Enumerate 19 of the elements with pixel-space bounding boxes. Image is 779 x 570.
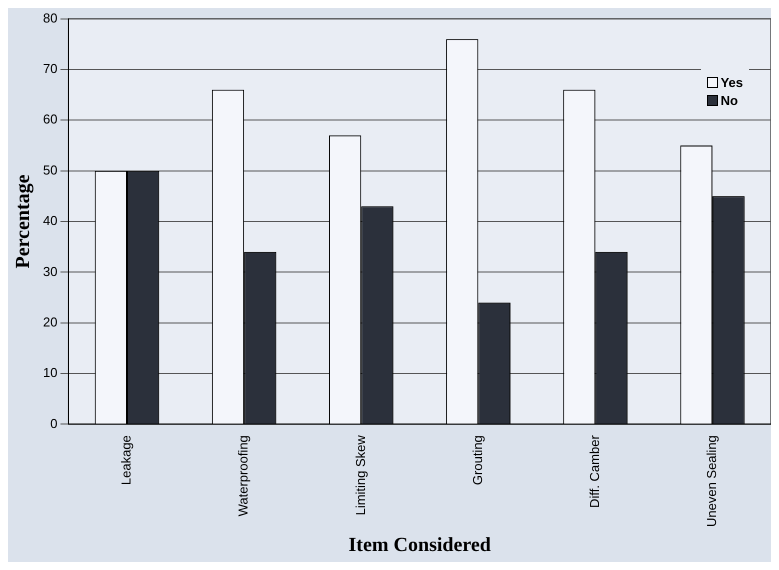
x-tick-label: Waterproofing (236, 435, 251, 516)
x-tick-label: Diff. Camber (586, 434, 602, 508)
y-tick-label: 20 (42, 314, 58, 330)
y-tick-label: 40 (42, 213, 58, 228)
text: Yes (720, 75, 743, 90)
legend-label: No (720, 93, 738, 108)
x-tick-label: Uneven Sealing (704, 435, 720, 528)
x-axis-title: Item Considered (348, 534, 491, 556)
y-tick-label: 10 (42, 365, 58, 380)
y-axis-title: Percentage (12, 174, 34, 269)
y-tick-label: 30 (42, 264, 58, 279)
y-tick-label: 60 (42, 112, 58, 127)
y-tick-label: 50 (42, 162, 58, 178)
x-tick-label: Leakage (118, 435, 134, 486)
x-tick-label: Limiting Skew (352, 434, 368, 516)
y-tick-label: 80 (42, 10, 58, 26)
y-tick-label: 70 (42, 61, 58, 76)
x-tick-label: Grouting (470, 435, 485, 486)
y-tick-label: 0 (50, 416, 58, 431)
